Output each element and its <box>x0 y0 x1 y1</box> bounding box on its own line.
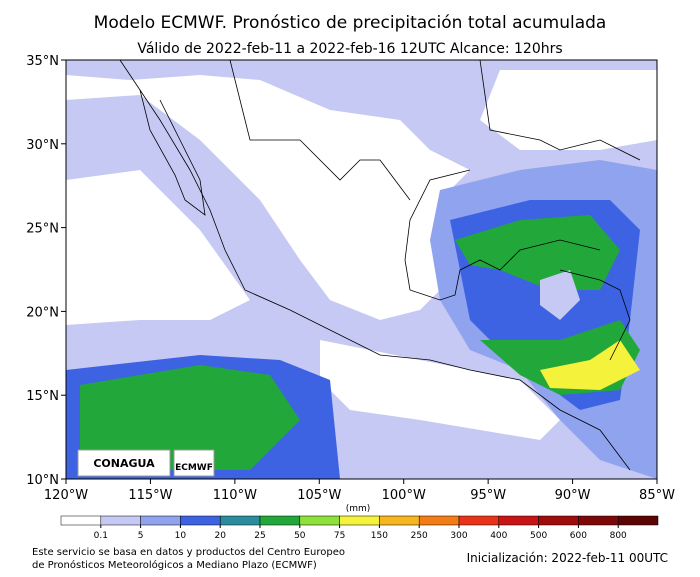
colorbar-label: 400 <box>490 531 507 541</box>
x-tick-label: 105°W <box>297 488 341 503</box>
x-tick-label: 90°W <box>555 488 591 503</box>
y-tick-label: 25°N <box>26 222 59 237</box>
colorbar-label: 250 <box>411 531 428 541</box>
colorbar-segment <box>538 515 579 526</box>
title: Modelo ECMWF. Pronóstico de precipitació… <box>94 13 607 33</box>
colorbar-segment <box>498 515 539 526</box>
colorbar-segment <box>299 515 340 526</box>
colorbar-segment <box>578 515 619 526</box>
colorbar-label: 75 <box>334 531 345 541</box>
colorbar-label: 25 <box>254 531 265 541</box>
colorbar-unit: (mm) <box>346 504 371 514</box>
init-time: Inicialización: 2022-feb-11 00UTC <box>467 551 668 565</box>
x-tick-label: 115°W <box>128 488 172 503</box>
precip-field <box>66 60 657 479</box>
colorbar-label: 10 <box>175 531 187 541</box>
subtitle: Válido de 2022-feb-11 a 2022-feb-16 12UT… <box>137 41 562 57</box>
y-tick-label: 35°N <box>26 54 59 69</box>
colorbar-label: 5 <box>138 531 144 541</box>
colorbar-label: 800 <box>610 531 627 541</box>
colorbar-segment <box>219 515 261 526</box>
colorbar-segment <box>180 515 221 526</box>
logo-box: CONAGUA ECMWF <box>77 449 215 477</box>
colorbar-segment <box>418 515 460 526</box>
coastlines <box>66 60 641 479</box>
y-tick-label: 15°N <box>26 389 59 404</box>
colorbar-label: 150 <box>371 531 388 541</box>
colorbar-label: 20 <box>214 531 226 541</box>
colorbar-segment <box>140 515 181 526</box>
x-tick-label: 95°W <box>470 488 506 503</box>
logo-text: CONAGUA <box>93 457 155 470</box>
x-tick-label: 120°W <box>44 488 88 503</box>
colorbar-label: 0.1 <box>94 531 108 541</box>
map-frame <box>65 59 658 480</box>
y-tick-label: 30°N <box>26 138 59 153</box>
colorbar-segment <box>100 515 141 526</box>
colorbar-label: 500 <box>530 531 547 541</box>
y-tick-label: 10°N <box>26 473 59 488</box>
x-tick-label: 100°W <box>382 488 426 503</box>
colorbar-segment <box>339 515 380 526</box>
colorbar-segment <box>458 515 500 526</box>
footer-note: Este servicio se basa en datos y product… <box>32 547 345 558</box>
logo-text: ECMWF <box>175 463 213 473</box>
colorbar-segment <box>259 515 301 526</box>
colorbar-segment <box>617 515 659 526</box>
x-tick-label: 85°W <box>639 488 675 503</box>
colorbar-label: 300 <box>450 531 467 541</box>
colorbar-label: 50 <box>294 531 306 541</box>
colorbar-label: 600 <box>570 531 587 541</box>
colorbar-segment <box>379 515 420 526</box>
y-tick-label: 20°N <box>26 305 59 320</box>
x-tick-label: 110°W <box>213 488 257 503</box>
colorbar-segment <box>60 515 102 526</box>
footer-note: de Pronósticos Meteorológicos a Mediano … <box>32 559 317 571</box>
